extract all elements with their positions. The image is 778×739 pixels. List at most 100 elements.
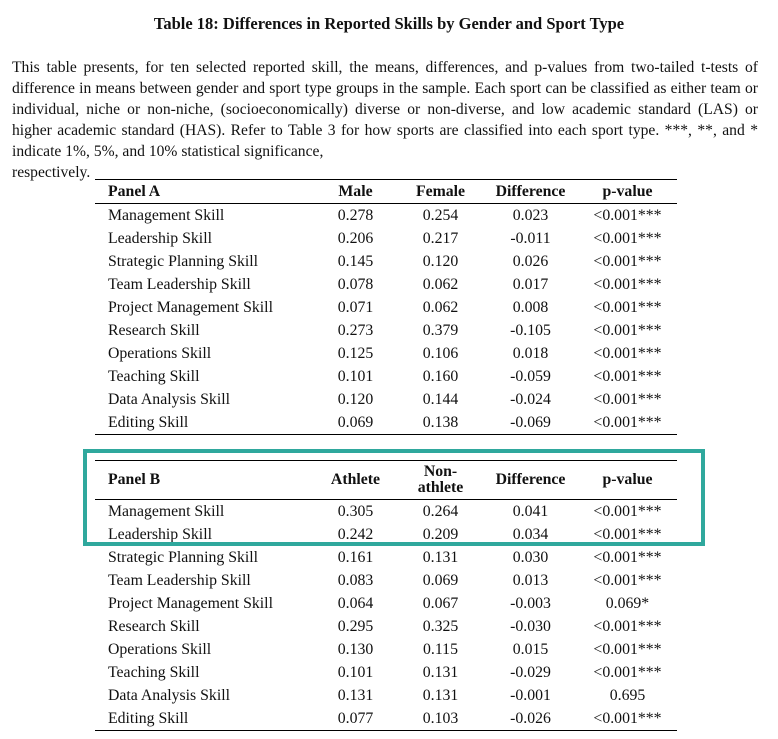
value-1: 0.101 (337, 663, 374, 681)
table-row: Operations Skill 0.125 0.106 0.018 <0.001*** (95, 342, 677, 365)
p-value: <0.001*** (593, 321, 662, 339)
value-1: 0.206 (337, 229, 374, 247)
skill-name: Leadership Skill (108, 229, 212, 247)
p-value: <0.001*** (593, 298, 662, 316)
skill-name: Data Analysis Skill (108, 686, 230, 704)
difference-value: 0.017 (512, 275, 549, 293)
p-value: <0.001*** (593, 663, 662, 681)
value-1: 0.131 (337, 686, 374, 704)
p-value: <0.001*** (593, 525, 662, 543)
value-2: 0.160 (422, 367, 459, 385)
value-2: 0.062 (422, 275, 459, 293)
value-2: 0.062 (422, 298, 459, 316)
value-2: 0.067 (422, 594, 459, 612)
p-value: <0.001*** (593, 709, 662, 727)
difference-value: -0.024 (510, 390, 551, 408)
difference-value: -0.003 (510, 594, 551, 612)
table-row: Management Skill 0.278 0.254 0.023 <0.001*** (95, 204, 677, 228)
value-2: 0.254 (422, 206, 459, 224)
panel-b-header-row: Panel B Athlete Non-athlete Difference p… (95, 460, 677, 500)
value-1: 0.083 (337, 571, 374, 589)
p-value: <0.001*** (593, 617, 662, 635)
table-row: Team Leadership Skill 0.078 0.062 0.017 <0.0… (95, 273, 677, 296)
value-1: 0.295 (337, 617, 374, 635)
p-value: <0.001*** (593, 413, 662, 431)
header-male: Male (338, 182, 373, 200)
p-value: <0.001*** (593, 502, 662, 520)
value-2: 0.264 (422, 502, 459, 520)
difference-value: -0.026 (510, 709, 551, 727)
p-value: <0.001*** (593, 344, 662, 362)
value-2: 0.131 (422, 663, 459, 681)
value-2: 0.069 (422, 571, 459, 589)
value-1: 0.161 (337, 548, 374, 566)
skill-name: Leadership Skill (108, 525, 212, 543)
description-text: This table presents, for ten selected re… (12, 59, 758, 160)
value-2: 0.144 (422, 390, 459, 408)
skill-name: Research Skill (108, 321, 200, 339)
table-row: Management Skill 0.305 0.264 0.041 <0.001*** (95, 500, 677, 524)
table-row: Strategic Planning Skill 0.161 0.131 0.030 <… (95, 546, 677, 569)
skill-name: Operations Skill (108, 640, 212, 658)
value-2: 0.103 (422, 709, 459, 727)
value-1: 0.064 (337, 594, 374, 612)
value-1: 0.077 (337, 709, 374, 727)
header-non-athlete-line2: athlete (417, 479, 464, 496)
table-row: Project Management Skill 0.071 0.062 0.008 <… (95, 296, 677, 319)
skill-name: Data Analysis Skill (108, 390, 230, 408)
p-value: <0.001*** (593, 206, 662, 224)
header-female: Female (415, 182, 466, 200)
table-row: Data Analysis Skill 0.131 0.131 -0.001 0.695 (95, 684, 677, 707)
difference-value: 0.008 (512, 298, 549, 316)
difference-value: -0.001 (510, 686, 551, 704)
table-row: Leadership Skill 0.206 0.217 -0.011 <0.001**… (95, 227, 677, 250)
table-row: Research Skill 0.273 0.379 -0.105 <0.001*** (95, 319, 677, 342)
panel-a-label: Panel A (108, 182, 161, 200)
table-row: Data Analysis Skill 0.120 0.144 -0.024 <0.00… (95, 388, 677, 411)
difference-value: -0.105 (510, 321, 551, 339)
table-row: Strategic Planning Skill 0.145 0.120 0.026 <… (95, 250, 677, 273)
value-2: 0.131 (422, 686, 459, 704)
difference-value: -0.059 (510, 367, 551, 385)
description-last-line: respectively. (12, 164, 91, 181)
header-difference: Difference (495, 471, 566, 488)
p-value: <0.001*** (593, 252, 662, 270)
value-1: 0.101 (337, 367, 374, 385)
value-1: 0.273 (337, 321, 374, 339)
table-title: Table 18: Differences in Reported Skills… (153, 14, 625, 33)
table-row: Project Management Skill 0.064 0.067 -0.003… (95, 592, 677, 615)
value-2: 0.379 (422, 321, 459, 339)
value-2: 0.120 (422, 252, 459, 270)
difference-value: 0.013 (512, 571, 549, 589)
p-value: <0.001*** (593, 390, 662, 408)
p-value: 0.069* (605, 594, 650, 612)
value-1: 0.145 (337, 252, 374, 270)
panel-a-table: Panel A Male Female Difference p-value M… (95, 179, 677, 435)
p-value: <0.001*** (593, 640, 662, 658)
value-1: 0.071 (337, 298, 374, 316)
panel-a-body: Management Skill 0.278 0.254 0.023 <0.001***… (95, 204, 677, 435)
difference-value: 0.015 (512, 640, 549, 658)
difference-value: -0.030 (510, 617, 551, 635)
value-1: 0.130 (337, 640, 374, 658)
table-row: Operations Skill 0.130 0.115 0.015 <0.001*** (95, 638, 677, 661)
panel-a-header-row: Panel A Male Female Difference p-value (95, 179, 677, 204)
panel-b-label: Panel B (108, 471, 161, 488)
value-1: 0.069 (337, 413, 374, 431)
value-2: 0.138 (422, 413, 459, 431)
table-row: Teaching Skill 0.101 0.131 -0.029 <0.001*** (95, 661, 677, 684)
skill-name: Project Management Skill (108, 298, 273, 316)
difference-value: -0.011 (510, 229, 551, 247)
header-athlete: Athlete (330, 471, 381, 488)
table-row: Editing Skill 0.077 0.103 -0.026 <0.001*** (95, 707, 677, 731)
value-2: 0.325 (422, 617, 459, 635)
difference-value: 0.030 (512, 548, 549, 566)
table-description: This table presents, for ten selected re… (12, 57, 758, 183)
skill-name: Editing Skill (108, 413, 189, 431)
value-2: 0.106 (422, 344, 459, 362)
difference-value: 0.041 (512, 502, 549, 520)
skill-name: Editing Skill (108, 709, 189, 727)
difference-value: 0.034 (512, 525, 549, 543)
difference-value: -0.069 (510, 413, 551, 431)
value-2: 0.131 (422, 548, 459, 566)
